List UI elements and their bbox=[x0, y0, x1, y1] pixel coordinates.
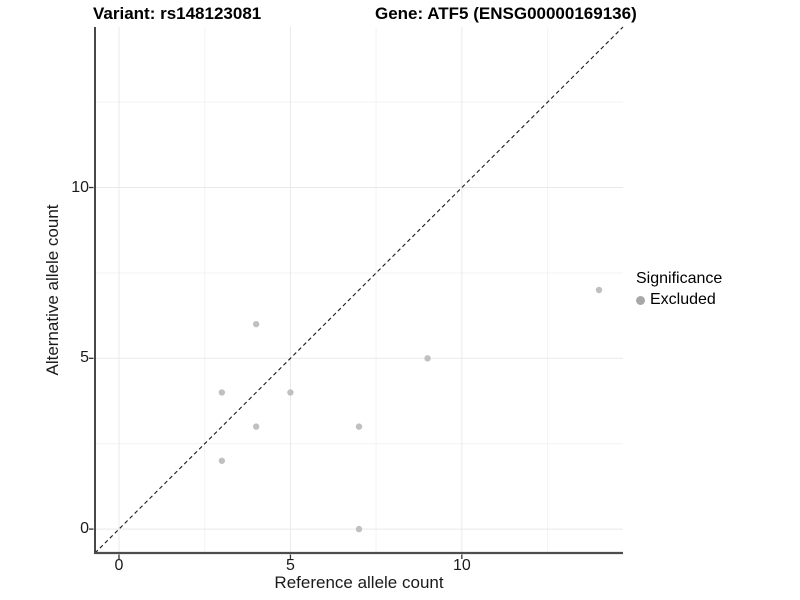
x-tick-label: 5 bbox=[285, 557, 295, 574]
data-point bbox=[218, 457, 226, 464]
x-tick-label: 0 bbox=[114, 557, 124, 574]
y-tick-label: 5 bbox=[80, 349, 89, 367]
data-point bbox=[355, 423, 363, 430]
legend-item-excluded: Excluded bbox=[636, 291, 722, 309]
data-point bbox=[595, 286, 603, 294]
legend-title: Significance bbox=[636, 270, 723, 287]
legend-point-icon bbox=[636, 295, 645, 305]
gene-title: Gene: ATF5 (ENSG00000169136) bbox=[375, 4, 637, 23]
x-tick-label: 10 bbox=[452, 557, 471, 574]
data-point bbox=[355, 525, 363, 533]
data-point bbox=[252, 423, 260, 430]
y-axis-title: Alternative allele count bbox=[43, 204, 62, 376]
identity-line bbox=[94, 26, 624, 554]
data-point bbox=[218, 389, 226, 396]
variant-title: Variant: rs148123081 bbox=[93, 4, 262, 23]
legend-item-label: Excluded bbox=[650, 291, 716, 308]
y-tick-label: 0 bbox=[80, 520, 89, 538]
legend: Significance Excluded bbox=[636, 270, 722, 309]
y-tick-label: 10 bbox=[71, 178, 89, 196]
data-point bbox=[252, 320, 260, 328]
x-axis-title: Reference allele count bbox=[274, 573, 444, 592]
data-point bbox=[287, 389, 294, 396]
data-point bbox=[424, 355, 431, 362]
